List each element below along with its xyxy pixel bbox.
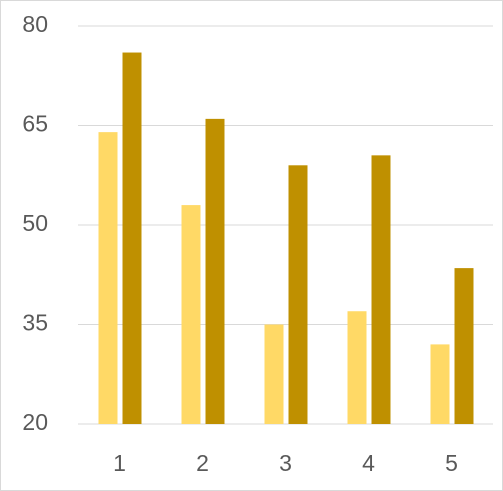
- bar: [264, 324, 284, 424]
- x-tick-label: 5: [445, 450, 458, 476]
- bar: [454, 268, 474, 424]
- bar: [122, 52, 142, 425]
- y-tick-label: 35: [22, 310, 48, 336]
- x-tick-label: 4: [362, 450, 375, 476]
- x-tick-label: 1: [113, 450, 126, 476]
- bar: [205, 118, 225, 424]
- x-tick-label: 2: [196, 450, 209, 476]
- x-tick-label: 3: [279, 450, 292, 476]
- bar: [181, 205, 201, 424]
- y-tick-label: 65: [22, 111, 48, 137]
- bar: [288, 165, 308, 425]
- bar: [430, 344, 450, 424]
- bar: [347, 311, 367, 424]
- y-tick-label: 80: [22, 11, 48, 37]
- y-tick-label: 50: [22, 210, 48, 236]
- bar: [98, 132, 118, 424]
- bar: [371, 155, 391, 424]
- y-tick-label: 20: [22, 409, 48, 435]
